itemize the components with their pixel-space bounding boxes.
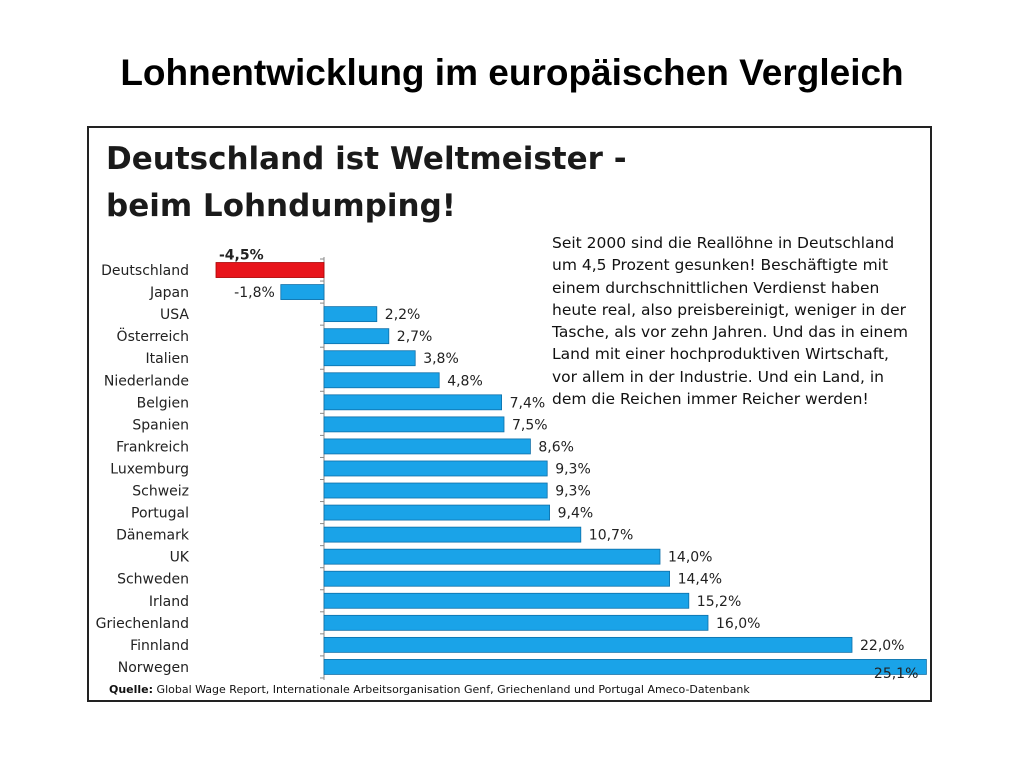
category-label: Niederlande xyxy=(104,373,189,389)
bar-japan xyxy=(280,284,325,300)
category-label: Portugal xyxy=(131,506,189,522)
annotation-text: Seit 2000 sind die Reallöhne in Deutschl… xyxy=(552,234,908,409)
bar-griechenland xyxy=(323,614,709,631)
value-label: 2,2% xyxy=(385,307,421,323)
value-label: 9,3% xyxy=(555,461,591,477)
category-label: Japan xyxy=(149,285,189,301)
value-label: -1,8% xyxy=(234,285,275,301)
value-label: 9,3% xyxy=(555,484,591,500)
value-label: 9,4% xyxy=(558,506,594,522)
value-label: 10,7% xyxy=(589,528,633,544)
category-label: Italien xyxy=(146,351,189,367)
value-label: 16,0% xyxy=(716,616,760,632)
value-label: 15,2% xyxy=(697,594,741,610)
bar-schweiz xyxy=(323,482,548,499)
value-label: -4,5% xyxy=(219,248,264,264)
category-label: Österreich xyxy=(117,327,189,345)
bar-norwegen xyxy=(323,659,927,675)
category-label: Spanien xyxy=(132,417,189,433)
chart-title: Deutschland ist Weltmeister - beim Lohnd… xyxy=(106,136,627,230)
category-label: Finnland xyxy=(130,638,189,654)
value-label: 22,0% xyxy=(860,638,904,654)
chart-frame: Deutschland ist Weltmeister - beim Lohnd… xyxy=(87,126,932,702)
value-label: 8,6% xyxy=(538,439,574,455)
bar-österreich xyxy=(323,328,390,345)
category-label: UK xyxy=(170,550,190,566)
value-label: 14,0% xyxy=(668,550,712,566)
value-label: 14,4% xyxy=(678,572,722,588)
value-label: 4,8% xyxy=(447,373,483,389)
value-label: 7,4% xyxy=(510,395,546,411)
category-label: USA xyxy=(160,307,189,323)
bar-schweden xyxy=(323,570,671,587)
bar-usa xyxy=(323,306,378,323)
bar-frankreich xyxy=(323,438,531,455)
category-label: Frankreich xyxy=(116,439,189,455)
chart-title-line-1: Deutschland ist Weltmeister - xyxy=(106,141,627,177)
category-label: Belgien xyxy=(137,395,189,411)
source-text: Global Wage Report, Internationale Arbei… xyxy=(156,683,750,696)
category-label: Dänemark xyxy=(116,528,190,544)
category-label: Norwegen xyxy=(118,660,189,676)
bar-niederlande xyxy=(323,372,440,389)
category-label: Irland xyxy=(149,594,189,610)
category-label: Luxemburg xyxy=(110,461,189,477)
value-label: 25,1% xyxy=(874,666,918,682)
bar-italien xyxy=(323,350,416,367)
source-label: Quelle: xyxy=(109,683,154,696)
bar-dänemark xyxy=(323,526,582,543)
bar-irland xyxy=(323,592,690,609)
value-label: 7,5% xyxy=(512,417,548,433)
value-label: 3,8% xyxy=(423,351,459,367)
slide-title: Lohnentwicklung im europäischen Vergleic… xyxy=(120,52,904,93)
bar-spanien xyxy=(323,416,505,433)
category-label: Griechenland xyxy=(96,616,189,632)
bar-deutschland xyxy=(215,262,325,278)
bar-luxemburg xyxy=(323,460,548,477)
chart-title-line-2: beim Lohndumping! xyxy=(106,188,456,224)
bar-finnland xyxy=(323,636,853,653)
source-note: Quelle: Global Wage Report, Internationa… xyxy=(109,683,750,696)
bar-uk xyxy=(323,548,661,565)
category-label: Schweiz xyxy=(132,484,189,500)
bar-portugal xyxy=(323,504,551,521)
bar-chart: Deutschland -4,5% Japan -1,8% USA 2,2% Österre… xyxy=(96,248,927,682)
category-label: Schweden xyxy=(117,572,189,588)
category-label: Deutschland xyxy=(101,263,189,279)
bar-belgien xyxy=(323,394,503,411)
value-label: 2,7% xyxy=(397,329,433,345)
